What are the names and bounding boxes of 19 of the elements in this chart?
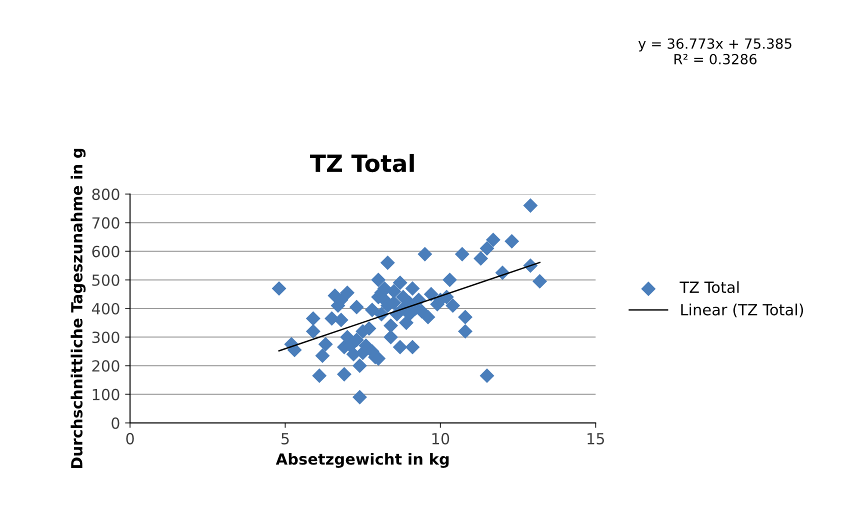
- y-tick-label: 0: [112, 417, 120, 429]
- text: y = 36.773x + 75.385 R² = 0.3286: [638, 38, 792, 64]
- x-tick-label: 0: [126, 432, 134, 444]
- x-tick-label: 10: [432, 432, 450, 444]
- legend-label: TZ Total: [680, 281, 739, 294]
- y-tick-label: 400: [92, 302, 120, 315]
- x-tick-label: 15: [588, 433, 604, 444]
- y-tick-label: 600: [92, 246, 120, 258]
- x-axis-title: Absetzgewicht in kg: [276, 452, 449, 468]
- y-axis-title: Durchschnittliche Tageszunahme in g: [70, 148, 86, 468]
- y-tick-label: 700: [92, 217, 120, 229]
- legend-label: Linear (TZ Total): [681, 304, 804, 318]
- y-tick-label: 500: [92, 274, 120, 286]
- y-tick-label: 100: [92, 388, 120, 400]
- chart-title: TZ Total: [310, 154, 414, 172]
- y-tick-label: 300: [92, 332, 120, 344]
- y-tick-label: 800: [92, 188, 120, 200]
- y-tick-label: 200: [92, 360, 120, 372]
- x-tick-label: 5: [282, 433, 289, 444]
